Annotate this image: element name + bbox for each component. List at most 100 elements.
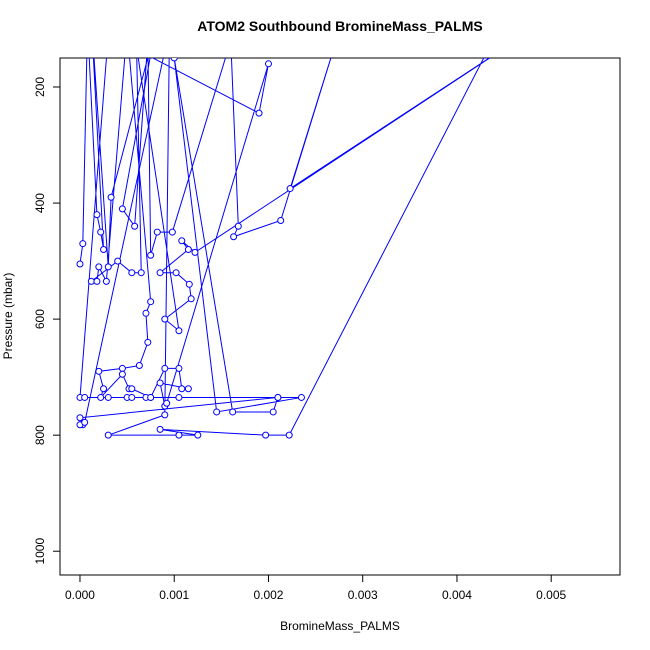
point: [128, 269, 136, 277]
point: [79, 240, 87, 248]
point: [483, 58, 488, 59]
point: [229, 408, 237, 416]
x-tick-label: 0.000: [65, 588, 95, 602]
point: [178, 237, 186, 245]
point: [104, 431, 112, 439]
point: [175, 431, 183, 439]
series-line: [79, 58, 491, 436]
point: [81, 418, 89, 426]
point: [178, 385, 186, 393]
point: [105, 32, 111, 38]
point: [156, 379, 164, 387]
point: [172, 269, 180, 277]
point: [194, 431, 202, 439]
point: [228, 38, 234, 44]
point: [128, 385, 136, 393]
point: [167, 26, 173, 32]
plot-frame: [59, 57, 621, 576]
point: [230, 233, 238, 241]
point: [156, 269, 164, 277]
point: [81, 393, 89, 401]
point: [134, 43, 140, 49]
point: [264, 60, 272, 68]
point: [135, 362, 143, 370]
point: [213, 408, 221, 416]
point: [142, 309, 150, 317]
point: [95, 263, 103, 271]
point: [163, 399, 171, 407]
y-tick-label: 400: [33, 193, 47, 213]
point: [147, 298, 155, 306]
y-tick-label: 1000: [33, 538, 47, 565]
point: [191, 248, 199, 256]
point: [156, 425, 164, 433]
point: [95, 367, 103, 375]
point: [137, 269, 145, 277]
point: [184, 245, 192, 253]
point: [147, 251, 155, 259]
point: [161, 411, 169, 419]
x-tick-label: 0.003: [348, 588, 378, 602]
point: [285, 431, 293, 439]
point: [124, 26, 130, 32]
chart-title: ATOM2 Southbound BromineMass_PALMS: [197, 18, 482, 34]
x-tick-label: 0.004: [442, 588, 472, 602]
point: [331, 43, 337, 49]
point: [161, 364, 169, 372]
point: [161, 315, 169, 323]
point: [144, 338, 152, 346]
point: [102, 277, 110, 285]
x-tick-label: 0.002: [253, 588, 283, 602]
point: [153, 228, 161, 236]
point: [107, 193, 115, 201]
point: [185, 280, 193, 288]
point: [184, 385, 192, 393]
point: [87, 277, 95, 285]
y-tick-label: 200: [33, 77, 47, 97]
point: [131, 222, 139, 230]
point: [118, 205, 126, 213]
point: [104, 393, 112, 401]
y-axis-label: Pressure (mbar): [1, 273, 15, 360]
point: [114, 257, 122, 265]
point: [187, 295, 195, 303]
point: [88, 14, 94, 20]
plot-area: [76, 14, 554, 439]
point: [175, 393, 183, 401]
point: [97, 393, 105, 401]
point: [152, 26, 158, 32]
point: [175, 327, 183, 335]
point: [100, 385, 108, 393]
point: [255, 109, 263, 117]
point: [548, 14, 554, 20]
point: [100, 245, 108, 253]
point: [145, 38, 151, 44]
point: [118, 370, 126, 378]
x-tick-label: 0.005: [536, 588, 566, 602]
point: [97, 228, 105, 236]
point: [286, 185, 294, 193]
point: [168, 228, 176, 236]
point: [85, 20, 91, 26]
point: [104, 263, 112, 271]
point: [76, 260, 84, 268]
point: [274, 393, 282, 401]
point: [297, 393, 305, 401]
point: [269, 408, 277, 416]
point: [76, 414, 84, 422]
point: [147, 393, 155, 401]
point: [128, 393, 136, 401]
point: [234, 222, 242, 230]
point: [118, 364, 126, 372]
x-axis-label: BromineMass_PALMS: [280, 619, 400, 633]
point: [262, 431, 270, 439]
y-tick-label: 600: [33, 309, 47, 329]
point: [277, 216, 285, 224]
y-tick-label: 800: [33, 425, 47, 445]
x-tick-label: 0.001: [159, 588, 189, 602]
point: [93, 277, 101, 285]
point: [175, 364, 183, 372]
point: [93, 211, 101, 219]
point: [170, 58, 178, 62]
